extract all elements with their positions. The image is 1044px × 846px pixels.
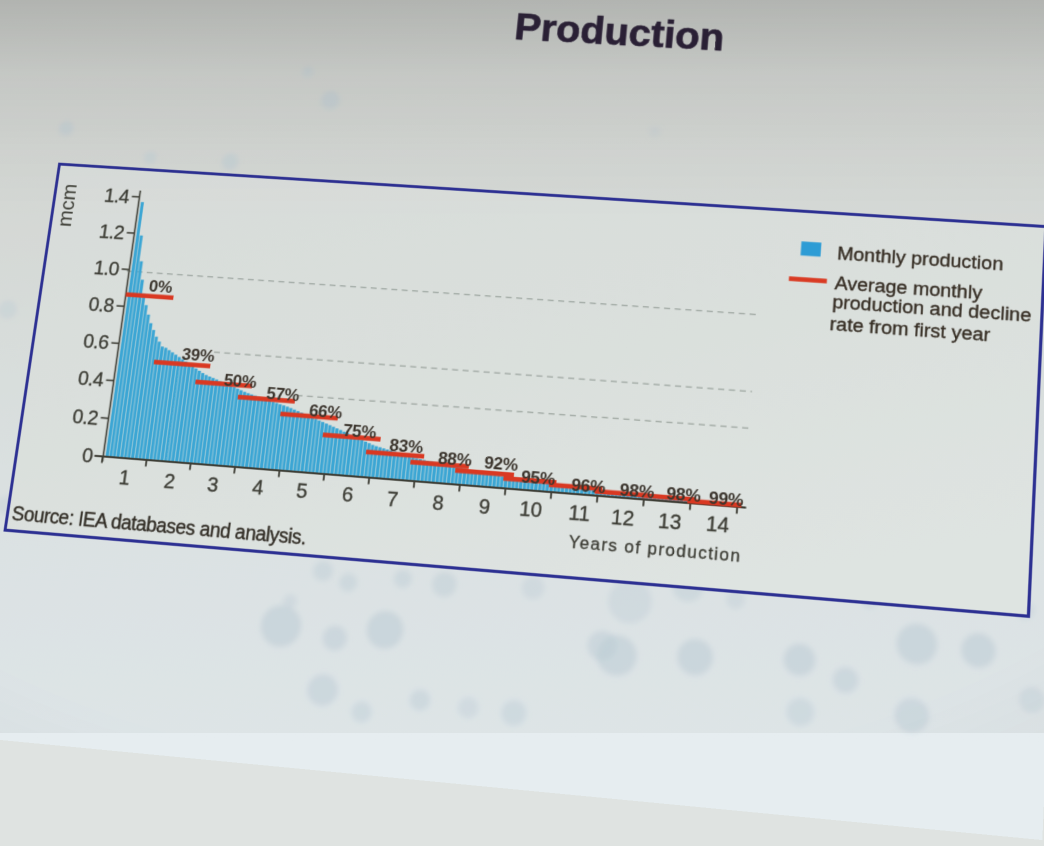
svg-text:95%: 95%: [520, 467, 556, 489]
svg-text:75%: 75%: [342, 422, 378, 443]
svg-text:66%: 66%: [308, 402, 344, 423]
svg-text:39%: 39%: [181, 346, 216, 367]
svg-text:13: 13: [657, 510, 682, 535]
svg-text:12: 12: [610, 506, 635, 531]
svg-text:1.2: 1.2: [98, 221, 126, 244]
svg-text:88%: 88%: [437, 449, 473, 471]
svg-text:98%: 98%: [619, 481, 655, 503]
svg-text:14: 14: [705, 513, 730, 538]
svg-text:0.2: 0.2: [71, 405, 100, 429]
svg-text:0%: 0%: [148, 278, 174, 298]
svg-text:98%: 98%: [665, 485, 702, 507]
svg-text:0.8: 0.8: [87, 294, 115, 317]
svg-text:0.4: 0.4: [77, 368, 106, 392]
svg-text:8: 8: [431, 492, 445, 515]
svg-text:83%: 83%: [389, 436, 425, 458]
svg-text:57%: 57%: [265, 385, 300, 406]
svg-text:50%: 50%: [223, 371, 258, 392]
svg-text:1.0: 1.0: [92, 257, 120, 280]
svg-text:96%: 96%: [570, 476, 606, 498]
svg-text:1.4: 1.4: [103, 185, 131, 207]
svg-text:92%: 92%: [483, 454, 519, 476]
svg-text:10: 10: [518, 497, 543, 522]
svg-text:9: 9: [478, 495, 492, 519]
svg-text:11: 11: [568, 502, 591, 526]
svg-text:99%: 99%: [708, 489, 745, 511]
svg-text:0.6: 0.6: [82, 330, 110, 353]
